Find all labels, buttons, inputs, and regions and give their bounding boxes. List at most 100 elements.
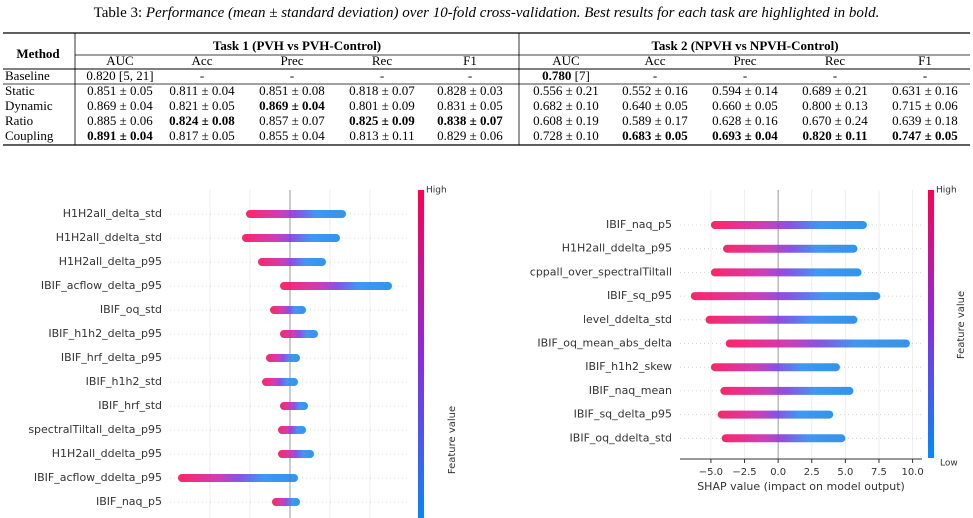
cell: 0.891 ± 0.04 [87, 128, 153, 143]
cell: 0.820 [5, 21] [86, 68, 153, 83]
column-header: Prec [280, 53, 303, 68]
cell: 0.869 ± 0.04 [87, 98, 153, 113]
cell-text-bold: 0.838 ± 0.07 [437, 113, 503, 128]
cell: 0.855 ± 0.04 [259, 128, 325, 143]
cell: 0.594 ± 0.14 [712, 83, 778, 98]
cell: 0.682 ± 0.10 [533, 98, 599, 113]
cell: Static [5, 83, 35, 98]
feature-label: IBIF_oq_mean_abs_delta [537, 337, 672, 350]
cell-text: [7] [571, 68, 589, 83]
results-table: Method Task 1 (PVH vs PVH-Control) Task 2 … [3, 32, 970, 146]
cell-text-bold: 0.820 ± 0.11 [803, 128, 868, 143]
caption-text: Performance (mean ± standard deviation) … [145, 5, 880, 21]
cell: 0.628 ± 0.16 [712, 113, 778, 128]
column-header: Rec [825, 53, 845, 68]
column-header: Acc [192, 53, 213, 68]
group-header: Task 2 (NPVH vs NPVH-Control) [651, 38, 838, 53]
cell: 0.552 ± 0.16 [622, 83, 688, 98]
shap-spread [278, 450, 314, 458]
cell-text-bold: 0.869 ± 0.04 [259, 98, 325, 113]
cell: 0.821 ± 0.05 [169, 98, 235, 113]
cell: - [290, 68, 294, 83]
column-header: Acc [645, 53, 666, 68]
shap-spread [280, 330, 318, 338]
cell: 0.820 ± 0.11 [803, 128, 868, 143]
shap-spread [178, 474, 298, 482]
x-tick-label: 0.0 [770, 467, 786, 478]
shap-spread [710, 221, 867, 229]
feature-label: IBIF_naq_p5 [606, 218, 672, 231]
cell-text-bold: 0.683 ± 0.05 [622, 128, 688, 143]
feature-label: H1H2all_ddelta_p95 [52, 447, 162, 460]
cell: 0.813 ± 0.11 [349, 128, 414, 143]
colorbar-label: Feature value [956, 291, 967, 359]
cell: 0.869 ± 0.04 [259, 98, 325, 113]
cell: 0.885 ± 0.06 [87, 113, 153, 128]
caption-label: Table 3: [93, 5, 143, 21]
x-tick-label: −2.5 [732, 467, 756, 478]
shap-spread [725, 339, 910, 348]
shap-spread [690, 292, 881, 301]
feature-label: IBIF_acflow_ddelta_p95 [34, 471, 162, 484]
cell: - [923, 68, 927, 83]
shap-spread [262, 378, 298, 386]
cell: 0.818 ± 0.07 [349, 83, 415, 98]
x-tick-label: −5.0 [699, 467, 723, 478]
cell: 0.780 [7] [542, 68, 590, 83]
cell: 0.824 ± 0.08 [169, 113, 235, 128]
x-tick-label: 5.0 [837, 467, 853, 478]
cell: 0.829 ± 0.06 [437, 128, 503, 143]
cell: - [743, 68, 747, 83]
group-header: Task 1 (PVH vs PVH-Control) [213, 38, 381, 53]
column-header: AUC [106, 53, 133, 68]
cell: 0.838 ± 0.07 [437, 113, 503, 128]
shap-spread [270, 306, 306, 314]
shap-spread [242, 234, 340, 242]
colorbar [928, 190, 934, 458]
feature-label: IBIF_oq_ddelta_std [570, 431, 672, 444]
cell: 0.660 ± 0.05 [712, 98, 778, 113]
feature-label: IBIF_sq_p95 [607, 289, 672, 302]
colorbar-low: Low [940, 459, 958, 469]
feature-label: IBIF_h1h2_delta_p95 [48, 327, 162, 340]
feature-label: H1H2all_ddelta_p95 [562, 242, 672, 255]
shap-spread [720, 386, 854, 395]
cell: - [653, 68, 657, 83]
cell-text-bold: 0.824 ± 0.08 [169, 113, 235, 128]
column-header: F1 [463, 53, 477, 68]
cell: - [200, 68, 204, 83]
shap-spread [280, 402, 308, 410]
x-tick-label: 10.0 [901, 467, 923, 478]
feature-label: IBIF_oq_std [100, 303, 162, 316]
feature-label: level_ddelta_std [583, 313, 672, 326]
cell: 0.857 ± 0.07 [259, 113, 325, 128]
cell: Dynamic [5, 98, 53, 113]
cell: 0.801 ± 0.09 [349, 98, 415, 113]
x-tick-label: 7.5 [871, 467, 887, 478]
shap-spread [710, 363, 840, 372]
cell-text-bold: 0.780 [542, 68, 571, 83]
cell: Coupling [5, 128, 54, 143]
caption: Table 3: Performance (mean ± standard de… [0, 5, 973, 22]
cell-text-bold: 0.747 ± 0.05 [892, 128, 958, 143]
shap-spread [272, 498, 300, 506]
cell: 0.851 ± 0.08 [259, 83, 325, 98]
feature-label: cppall_over_spectralTiltall [530, 265, 672, 278]
cell: Ratio [5, 113, 33, 128]
shap-spread [246, 210, 346, 218]
cell: 0.817 ± 0.05 [169, 128, 235, 143]
feature-label: IBIF_hrf_delta_p95 [61, 351, 162, 364]
feature-label: IBIF_hrf_std [98, 399, 162, 412]
cell: 0.747 ± 0.05 [892, 128, 958, 143]
cell: 0.639 ± 0.18 [892, 113, 958, 128]
cell-text-bold: 0.825 ± 0.09 [349, 113, 415, 128]
cell: 0.715 ± 0.06 [892, 98, 958, 113]
shap-spread [266, 354, 300, 362]
cell: 0.689 ± 0.21 [802, 83, 868, 98]
cell: 0.693 ± 0.04 [712, 128, 778, 143]
shap-spread [258, 258, 326, 266]
x-axis-label: SHAP value (impact on model output) [697, 480, 905, 493]
colorbar-high: High [936, 186, 957, 196]
cell: Baseline [5, 68, 50, 83]
